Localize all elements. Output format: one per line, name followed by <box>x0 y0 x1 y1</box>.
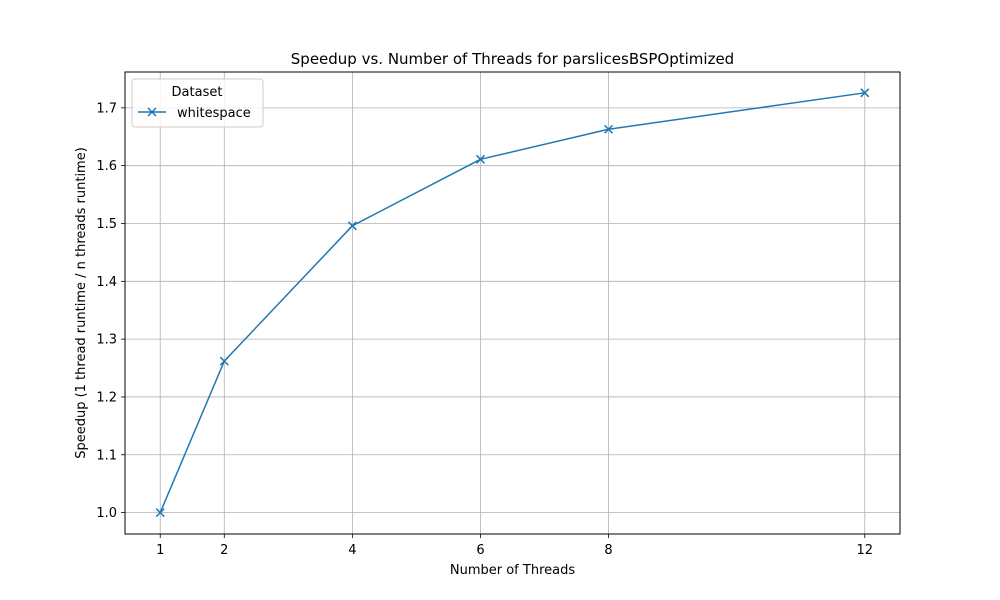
legend-box <box>131 78 264 128</box>
x-tick-label: 1 <box>156 543 164 558</box>
x-tick-label: 4 <box>348 543 356 558</box>
data-point-marker <box>475 154 486 164</box>
y-tick-label: 1.5 <box>96 217 117 232</box>
y-tick-label: 1.1 <box>96 448 117 463</box>
x-tick-label: 8 <box>604 543 612 558</box>
data-point-marker <box>604 124 614 134</box>
y-tick-label: 1.2 <box>96 390 117 405</box>
chart-title: Speedup vs. Number of Threads for parsli… <box>291 50 734 68</box>
x-tick-label: 6 <box>476 543 484 558</box>
data-point-marker <box>347 221 357 231</box>
legend-marker-whitespace <box>147 107 157 117</box>
axis-ticks: 1 2 4 6 8 121.01.11.21.31.41.51.61.7 <box>96 101 873 558</box>
y-tick-label: 1.0 <box>96 506 117 521</box>
x-tick-label: 12 <box>856 543 873 558</box>
y-tick-label: 1.4 <box>96 275 117 290</box>
legend-title: Dataset <box>172 85 223 100</box>
y-tick-label: 1.3 <box>96 333 117 348</box>
legend-label-whitespace: whitespace <box>177 106 251 121</box>
y-axis-label: Speedup (1 thread runtime / n threads ru… <box>74 147 89 459</box>
data-point-marker <box>219 356 229 366</box>
x-axis-label: Number of Threads <box>450 563 575 578</box>
plot-area-frame <box>124 71 901 535</box>
data-point-marker <box>860 88 870 98</box>
grid <box>125 72 900 534</box>
plot-data <box>155 88 870 518</box>
y-tick-label: 1.6 <box>96 159 117 174</box>
legend: Dataset whitespace <box>131 78 264 128</box>
x-tick-label: 2 <box>220 543 228 558</box>
data-point-marker <box>155 508 165 518</box>
series-line-whitespace <box>159 92 865 513</box>
y-tick-label: 1.7 <box>96 101 117 116</box>
